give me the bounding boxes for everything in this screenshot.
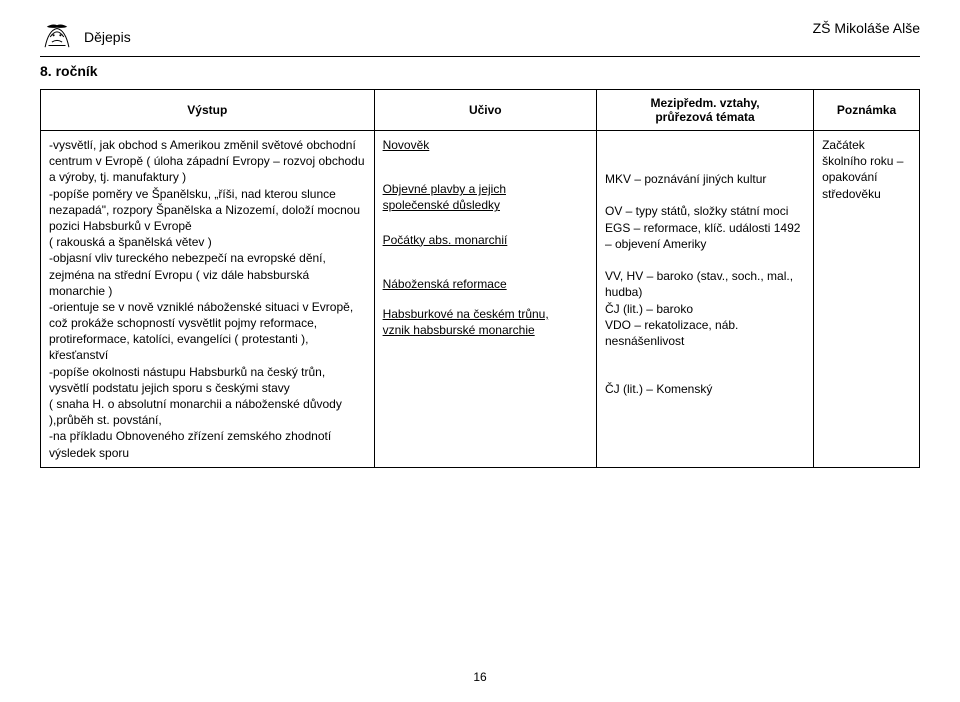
topic-habsburk-b: vznik habsburské monarchie	[383, 323, 535, 337]
topic-monarchii: Počátky abs. monarchií	[383, 233, 508, 247]
topic-objevne-a: Objevné plavby a jejich	[383, 182, 506, 196]
cell-poznamka: Začátek školního roku – opakování středo…	[814, 131, 920, 468]
page-header: Dějepis ZŠ Mikoláše Alše	[40, 20, 920, 57]
grade-label: 8. ročník	[40, 63, 920, 79]
table-row: -vysvětlí, jak obchod s Amerikou změnil …	[41, 131, 920, 468]
cell-vystup: -vysvětlí, jak obchod s Amerikou změnil …	[41, 131, 375, 468]
topic-habsburk-a: Habsburkové na českém trůnu,	[383, 307, 549, 321]
school-label: ZŠ Mikoláše Alše	[813, 20, 920, 36]
page-number: 16	[0, 670, 960, 684]
curriculum-table: Výstup Učivo Mezipředm. vztahy, průřezov…	[40, 89, 920, 468]
header-left: Dějepis	[40, 20, 131, 54]
col-header-poznamka: Poznámka	[814, 90, 920, 131]
cell-ucivo: Novověk Objevné plavby a jejich společen…	[374, 131, 596, 468]
col-header-vystup: Výstup	[41, 90, 375, 131]
topic-novovek: Novověk	[383, 138, 430, 152]
col-header-ucivo: Učivo	[374, 90, 596, 131]
col-header-mezi: Mezipředm. vztahy, průřezová témata	[596, 90, 813, 131]
subject-label: Dějepis	[84, 29, 131, 45]
topic-objevne-b: společenské důsledky	[383, 198, 500, 212]
topic-reformace: Náboženská reformace	[383, 277, 507, 291]
logo-icon	[40, 20, 74, 54]
cell-mezi: MKV – poznávání jiných kultur OV – typy …	[596, 131, 813, 468]
mezi-line2: průřezová témata	[655, 110, 754, 124]
mezi-line1: Mezipředm. vztahy,	[650, 96, 759, 110]
